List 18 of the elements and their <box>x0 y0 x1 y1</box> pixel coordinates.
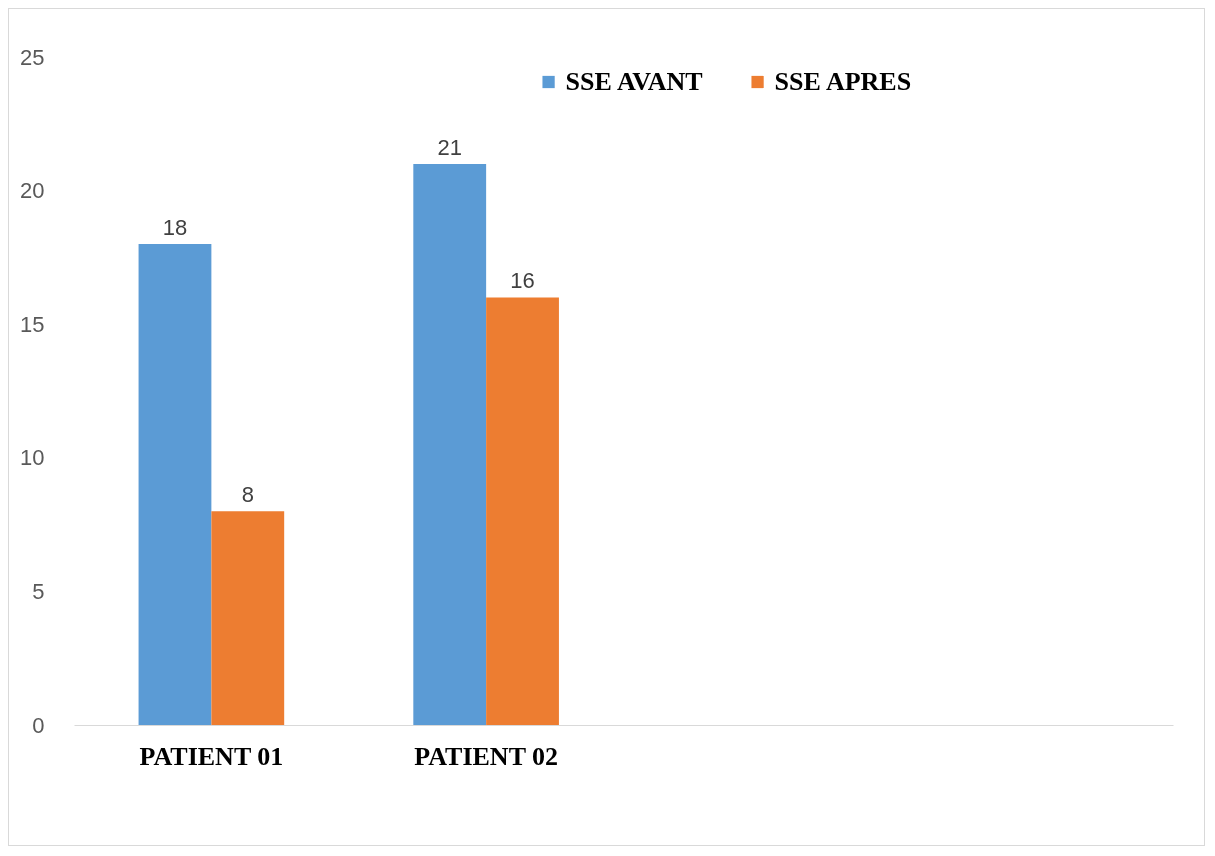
y-tick-label: 5 <box>32 578 45 604</box>
bar <box>413 163 487 725</box>
data-label: 8 <box>241 482 254 508</box>
y-tick-label: 25 <box>20 44 45 70</box>
x-tick-label: PATIENT 01 <box>139 741 284 771</box>
bar <box>211 511 285 725</box>
data-label: 21 <box>437 134 462 160</box>
bar <box>486 297 559 725</box>
legend-label: SSE AVANT <box>565 67 703 96</box>
y-tick-label: 0 <box>32 712 45 738</box>
bar <box>138 244 212 725</box>
y-tick-label: 10 <box>20 445 45 471</box>
data-label: 18 <box>162 215 188 241</box>
data-label: 16 <box>510 268 535 294</box>
y-tick-label: 15 <box>20 311 45 337</box>
legend-label: SSE APRES <box>774 67 912 96</box>
y-tick-label: 20 <box>20 178 45 204</box>
x-tick-label: PATIENT 02 <box>414 741 558 771</box>
